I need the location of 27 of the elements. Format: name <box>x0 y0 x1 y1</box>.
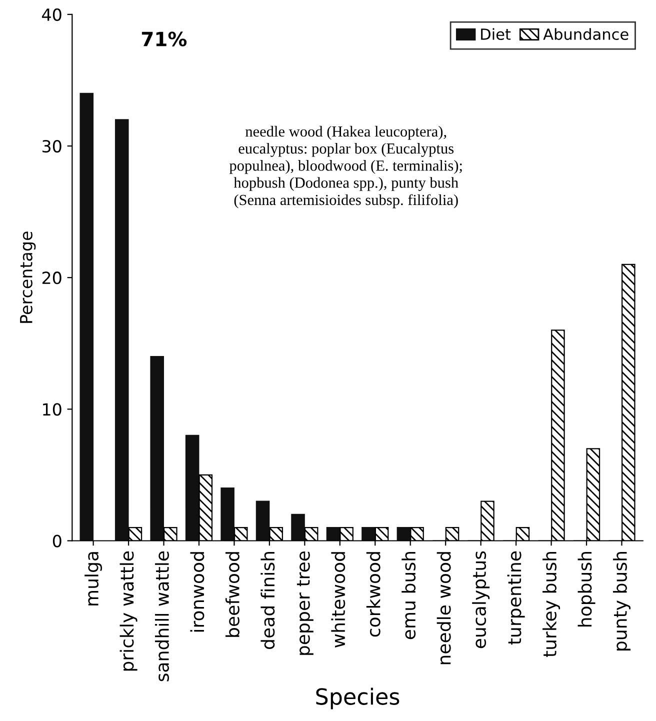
y-tick-label: 10 <box>43 403 62 416</box>
x-tick-label: beefwood <box>225 552 240 637</box>
x-tick-label: corkwood <box>366 552 380 637</box>
x-tick-label: needle wood <box>436 552 451 664</box>
x-tick-label: emu bush <box>402 552 416 640</box>
y-tick-label: 0 <box>52 534 62 548</box>
x-tick-label: turpentine <box>507 551 525 645</box>
x-tick-label: pepper tree <box>296 551 314 655</box>
x-tick-label: turkey bush <box>542 552 560 658</box>
x-tick-label: sandhill wattle <box>155 551 169 682</box>
x-tick-label: whitewood <box>331 552 346 648</box>
x-tick-label: ironwood <box>190 552 204 632</box>
x-tick-label: punty bush <box>613 552 630 650</box>
annotation: needle wood (Hakea leucoptera), eucalyptus: poplar box (Eucalyptus populnea), bloodwood (E. terminalis); hopbush (Dodonea spp.), punty bush (Senna artemisioides subsp. filifolia) <box>229 126 462 208</box>
x-tick-label: mulga <box>84 552 102 606</box>
y-tick-label: 30 <box>42 140 62 153</box>
y-tick-label: 20 <box>42 272 62 284</box>
legend-label: Abundance <box>543 28 628 40</box>
annotation: 71% <box>142 32 187 46</box>
legend-label: Diet <box>481 28 511 40</box>
y-axis-title: Percentage <box>20 232 36 323</box>
x-tick-label: dead finish <box>260 552 275 649</box>
x-axis-title: Species <box>316 688 400 710</box>
y-tick-label: 40 <box>42 8 62 21</box>
x-tick-label: prickly wattle <box>120 551 138 671</box>
x-tick-label: eucalyptus <box>472 551 490 648</box>
x-tick-label: hopbush <box>578 552 596 627</box>
